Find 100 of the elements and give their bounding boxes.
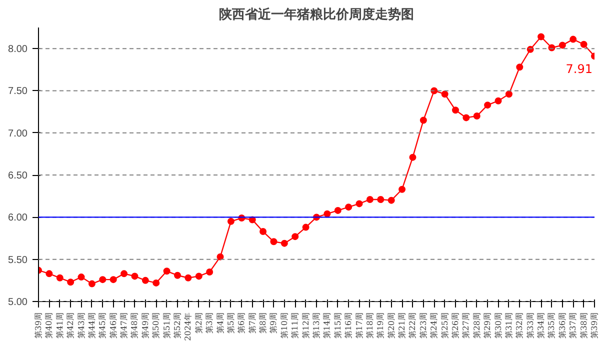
- x-tick-label: 第51周: [162, 312, 172, 339]
- x-tick-label: 第36周: [558, 312, 567, 339]
- x-tick-label: 第27周: [462, 312, 471, 339]
- x-tick-label: 第18周: [365, 312, 374, 339]
- x-tick-label: 第22周: [408, 312, 418, 339]
- x-tick-label: 2024年: [184, 312, 193, 341]
- x-tick-label: 第47周: [120, 312, 129, 339]
- x-tick-label: 第9周: [269, 312, 278, 334]
- point: [174, 272, 181, 279]
- point: [67, 278, 74, 286]
- y-tick-label: 5.00: [8, 297, 28, 308]
- x-tick-label: 第49周: [140, 312, 150, 339]
- point: [526, 46, 534, 53]
- point: [538, 33, 545, 40]
- x-tick-label: 第11周: [290, 312, 300, 339]
- point: [494, 97, 502, 104]
- point: [420, 116, 427, 124]
- x-tick-label: 第39周: [34, 312, 43, 339]
- x-tick-label: 第48周: [130, 312, 140, 339]
- x-tick-label: 第6周: [237, 312, 246, 334]
- point: [99, 276, 106, 284]
- y-tick-label: 8.00: [8, 44, 28, 56]
- point: [260, 228, 267, 236]
- point: [324, 210, 331, 218]
- x-tick-label: 第38周: [579, 312, 588, 339]
- point: [398, 186, 406, 193]
- x-tick-label: 第29周: [483, 312, 492, 339]
- point: [388, 196, 395, 204]
- point: [377, 196, 384, 203]
- x-tick-label: 第7周: [248, 312, 257, 334]
- x-tick-label: 第46周: [108, 312, 118, 339]
- point: [366, 196, 374, 203]
- y-tick-label: 7.50: [8, 86, 28, 98]
- x-tick-label: 第14周: [322, 312, 332, 339]
- point: [270, 238, 278, 246]
- x-tick-label: 第2周: [194, 312, 204, 334]
- x-tick-label: 第34周: [536, 312, 546, 339]
- point: [227, 218, 234, 225]
- x-tick-label: 第33周: [526, 312, 535, 339]
- x-tick-label: 第15周: [333, 312, 342, 339]
- point: [46, 270, 53, 278]
- point: [441, 90, 448, 98]
- x-tick-label: 第4周: [216, 312, 225, 334]
- x-tick-label: 第31周: [504, 312, 514, 339]
- y-tick-label: 7.00: [8, 128, 28, 140]
- point: [570, 36, 577, 43]
- y-tick-label: 5.50: [8, 254, 28, 266]
- point: [345, 204, 352, 211]
- point: [120, 270, 128, 278]
- point: [56, 274, 64, 282]
- x-tick-label: 第16周: [344, 312, 354, 339]
- x-tick-label: 第40周: [44, 312, 54, 339]
- x-tick-label: 第3周: [205, 312, 214, 334]
- x-tick-label: 第8周: [258, 312, 268, 334]
- point: [216, 253, 224, 260]
- point: [462, 114, 470, 122]
- point: [195, 272, 202, 280]
- point: [206, 268, 214, 276]
- x-tick-label: 第19周: [376, 312, 386, 339]
- point: [163, 268, 170, 275]
- x-tick-label: 第32周: [515, 312, 524, 339]
- x-tick-label: 第5周: [226, 312, 236, 334]
- x-tick-label: 第23周: [418, 312, 428, 339]
- point: [409, 154, 416, 161]
- point: [142, 276, 149, 284]
- x-tick-label: 第44周: [87, 312, 96, 339]
- x-tick-label: 第50周: [152, 312, 161, 339]
- x-tick-label: 第35周: [547, 312, 556, 339]
- point: [558, 42, 566, 49]
- point: [516, 64, 524, 71]
- point: [302, 224, 310, 231]
- x-tick-label: 第45周: [98, 312, 108, 339]
- x-tick-label: 第25周: [440, 312, 450, 339]
- chart-title: 陕西省近一年猪粮比价周度走势图: [219, 6, 414, 22]
- x-tick-label: 第26周: [451, 312, 460, 339]
- x-tick-label: 第21周: [398, 312, 407, 339]
- point: [131, 272, 138, 280]
- x-tick-label: 第43周: [76, 312, 86, 339]
- point: [334, 206, 342, 214]
- y-tick-label: 6.00: [8, 212, 28, 224]
- x-tick-label: 第39周: [590, 312, 599, 339]
- x-tick-label: 第24周: [430, 312, 439, 339]
- point: [280, 240, 288, 247]
- point: [110, 276, 117, 284]
- point: [473, 112, 480, 120]
- x-tick-label: 第20周: [386, 312, 396, 339]
- x-tick-label: 第10周: [280, 312, 289, 339]
- x-tick-label: 第17周: [354, 312, 364, 339]
- point: [356, 200, 363, 208]
- point: [452, 106, 459, 114]
- x-tick-label: 第28周: [472, 312, 482, 339]
- x-tick-label: 第12周: [301, 312, 310, 339]
- point: [78, 274, 85, 281]
- point: [88, 280, 96, 288]
- point: [292, 233, 299, 240]
- point: [505, 90, 512, 98]
- x-tick-label: 第30周: [494, 312, 503, 339]
- y-tick-label: 6.50: [8, 170, 28, 182]
- point: [152, 279, 160, 286]
- x-tick-label: 第37周: [568, 312, 578, 339]
